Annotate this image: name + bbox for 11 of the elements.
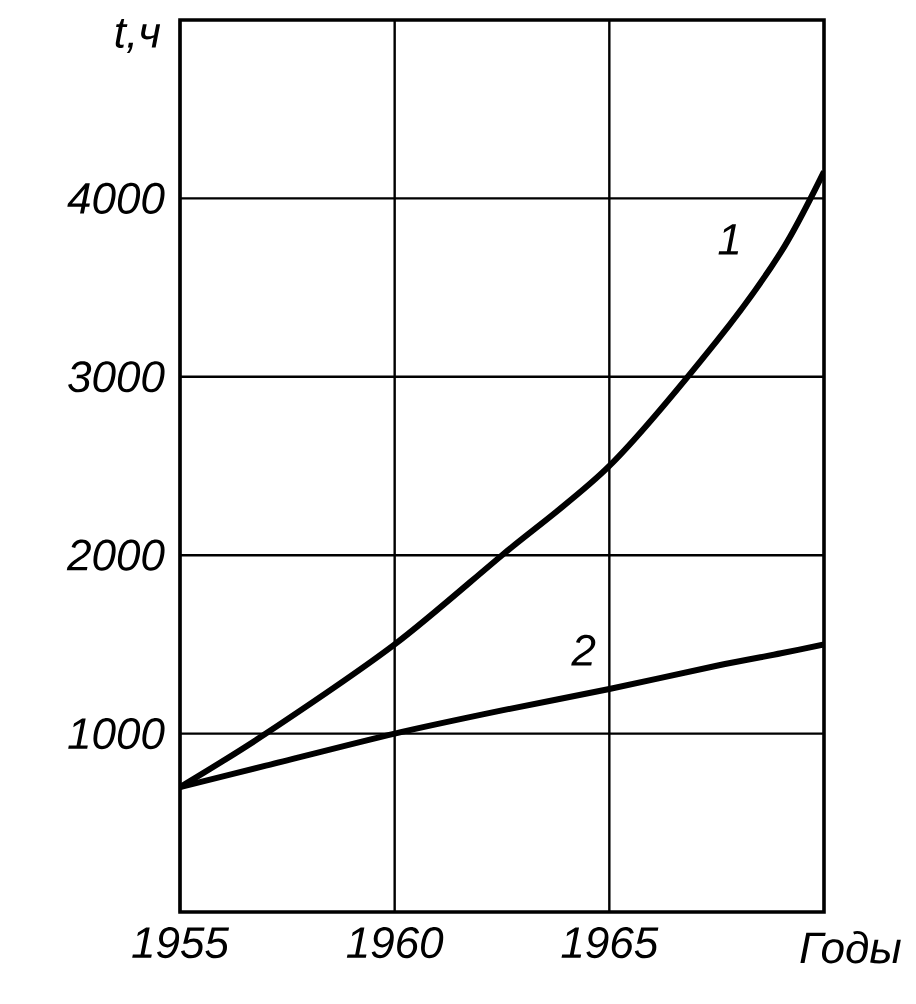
y-axis-title: t,ч	[115, 19, 160, 54]
series-label: 2	[571, 634, 596, 666]
x-tick-label: 1960	[346, 927, 444, 959]
y-tick-label: 3000	[67, 361, 165, 393]
x-tick-label: 1965	[561, 927, 659, 959]
x-axis-title: Годы	[800, 931, 901, 964]
y-tick-label: 1000	[68, 718, 165, 750]
series-label: 1	[718, 224, 738, 255]
x-tick-label: 1955	[132, 927, 229, 959]
y-tick-label: 4000	[67, 182, 165, 214]
y-tick-label: 2000	[66, 539, 165, 571]
